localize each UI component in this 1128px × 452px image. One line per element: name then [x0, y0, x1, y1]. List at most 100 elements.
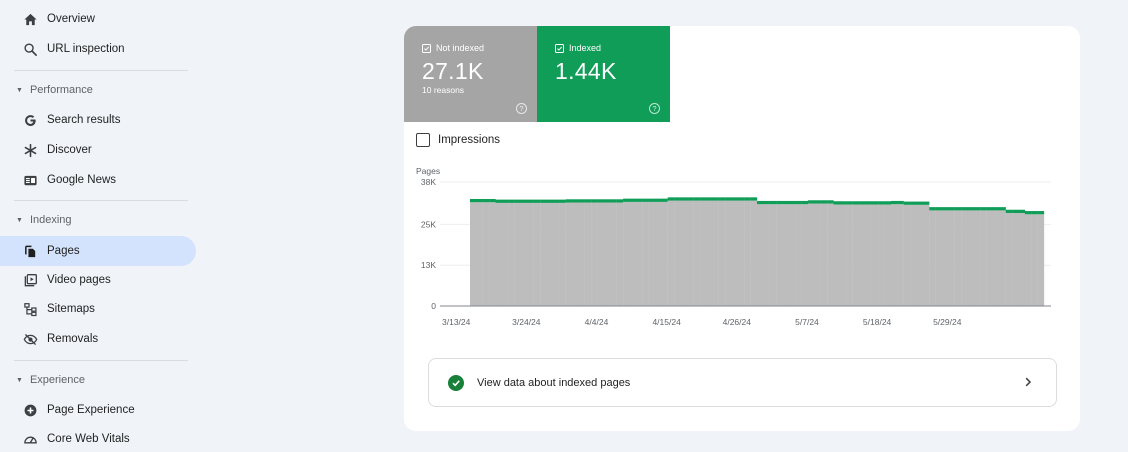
- indexed-bar: [890, 200, 898, 205]
- not-indexed-bar: [521, 202, 528, 306]
- home-icon: [22, 11, 38, 27]
- x-tick-label: 3/24/24: [512, 317, 541, 327]
- indexed-tile[interactable]: Indexed 1.44K ?: [537, 26, 670, 122]
- not-indexed-bar: [731, 200, 739, 306]
- check-circle-icon: [448, 374, 464, 391]
- not-indexed-bar: [961, 210, 968, 306]
- not-indexed-bar: [827, 203, 834, 306]
- indexed-bar: [629, 198, 636, 202]
- sidebar-divider: [14, 360, 188, 361]
- sidebar-item-label: Video pages: [47, 274, 111, 286]
- indexed-bar: [897, 200, 904, 205]
- indexed-bar: [1005, 209, 1013, 213]
- not-indexed-bar: [603, 202, 611, 306]
- impressions-checkbox[interactable]: Impressions: [416, 133, 500, 147]
- not-indexed-bar: [635, 201, 643, 306]
- y-axis-title: Pages: [416, 166, 440, 176]
- sidebar-item-core-web-vitals[interactable]: Core Web Vitals: [0, 424, 196, 452]
- not-indexed-bar: [859, 204, 866, 306]
- sidebar-item-overview[interactable]: Overview: [0, 4, 196, 34]
- not-indexed-bar: [623, 201, 630, 306]
- not-indexed-bar: [846, 204, 853, 306]
- not-indexed-bar: [890, 204, 898, 306]
- sidebar-item-removals[interactable]: Removals: [0, 324, 196, 354]
- not-indexed-bar: [916, 204, 923, 306]
- sidebar-item-pages[interactable]: Pages: [0, 236, 196, 266]
- sidebar-item-sitemaps[interactable]: Sitemaps: [0, 294, 196, 324]
- not-indexed-bar: [973, 210, 981, 306]
- not-indexed-bar: [552, 202, 560, 306]
- section-indexing[interactable]: ▼ Indexing: [0, 205, 196, 235]
- indexed-bar: [788, 200, 796, 205]
- x-tick-label: 4/4/24: [585, 317, 609, 327]
- not-indexed-bar: [597, 202, 605, 306]
- not-indexed-bar: [833, 204, 841, 306]
- not-indexed-bar: [546, 202, 554, 306]
- not-indexed-bar: [693, 200, 700, 306]
- not-indexed-bar: [757, 204, 764, 306]
- not-indexed-bar: [686, 200, 694, 306]
- not-indexed-bar: [533, 202, 541, 306]
- indexed-bar: [470, 198, 477, 203]
- section-performance[interactable]: ▼ Performance: [0, 75, 196, 105]
- not-indexed-bar: [763, 204, 770, 306]
- not-indexed-bar: [540, 202, 547, 306]
- indexed-bar: [674, 197, 681, 201]
- not-indexed-bar: [1012, 213, 1019, 306]
- not-indexed-bar: [795, 204, 802, 306]
- indexed-bar: [846, 201, 853, 205]
- indexed-bar: [852, 201, 860, 205]
- not-indexed-bar: [572, 202, 579, 306]
- not-indexed-bar: [839, 204, 847, 306]
- sidebar-item-url-inspection[interactable]: URL inspection: [0, 34, 196, 64]
- indexed-bar: [603, 199, 611, 203]
- indexed-bar: [1018, 209, 1026, 213]
- indexed-bar: [693, 197, 700, 201]
- core-web-vitals-icon: [22, 431, 38, 447]
- sidebar-item-page-experience[interactable]: Page Experience: [0, 395, 196, 425]
- sidebar-nav: Overview URL inspection ▼ Performance Se…: [0, 0, 200, 452]
- indexed-bar: [667, 197, 675, 201]
- indexed-bar: [980, 207, 987, 211]
- not-indexed-bar: [884, 204, 892, 306]
- indexed-bar: [610, 199, 617, 203]
- view-indexed-pages-button[interactable]: View data about indexed pages: [428, 358, 1057, 407]
- not-indexed-bar: [476, 202, 483, 306]
- indexed-bar: [1037, 211, 1045, 215]
- sidebar-item-search-results[interactable]: Search results: [0, 105, 196, 135]
- caret-down-icon: ▼: [16, 216, 23, 224]
- sidebar-item-discover[interactable]: Discover: [0, 135, 196, 165]
- x-tick-label: 5/29/24: [933, 317, 962, 327]
- google-g-icon: [22, 112, 38, 128]
- indexed-bar: [884, 201, 892, 205]
- indexed-bar: [737, 197, 745, 201]
- indexed-bar: [1031, 211, 1038, 215]
- indexed-bar: [489, 198, 496, 203]
- indexed-bar: [591, 199, 598, 203]
- indexed-bar: [941, 207, 949, 211]
- not-indexed-bar: [801, 204, 809, 306]
- chevron-right-icon: [1022, 376, 1034, 388]
- view-indexed-pages-label: View data about indexed pages: [477, 376, 631, 389]
- indexed-bar: [820, 200, 828, 204]
- checkbox-checked-icon: [422, 43, 431, 53]
- x-tick-label: 5/7/24: [795, 317, 819, 327]
- sidebar-item-google-news[interactable]: Google News: [0, 165, 196, 195]
- not-indexed-bar: [648, 201, 656, 306]
- indexed-bar: [546, 199, 554, 203]
- section-experience[interactable]: ▼ Experience: [0, 365, 196, 395]
- sitemaps-icon: [22, 301, 38, 317]
- section-label: Indexing: [29, 214, 72, 226]
- indexed-bar: [521, 199, 528, 203]
- not-indexed-bar: [642, 201, 649, 306]
- not-indexed-bar: [565, 202, 573, 306]
- not-indexed-label: Not indexed: [436, 43, 485, 53]
- indexed-value: 1.44K: [555, 58, 617, 84]
- help-icon[interactable]: ?: [516, 103, 527, 114]
- y-tick-label: 13K: [421, 260, 436, 270]
- indexed-label: Indexed: [569, 43, 602, 53]
- not-indexed-tile[interactable]: Not indexed 27.1K 10 reasons ?: [404, 26, 537, 122]
- sidebar-item-video-pages[interactable]: Video pages: [0, 265, 196, 295]
- indexed-bar: [705, 197, 713, 201]
- help-icon[interactable]: ?: [649, 103, 660, 114]
